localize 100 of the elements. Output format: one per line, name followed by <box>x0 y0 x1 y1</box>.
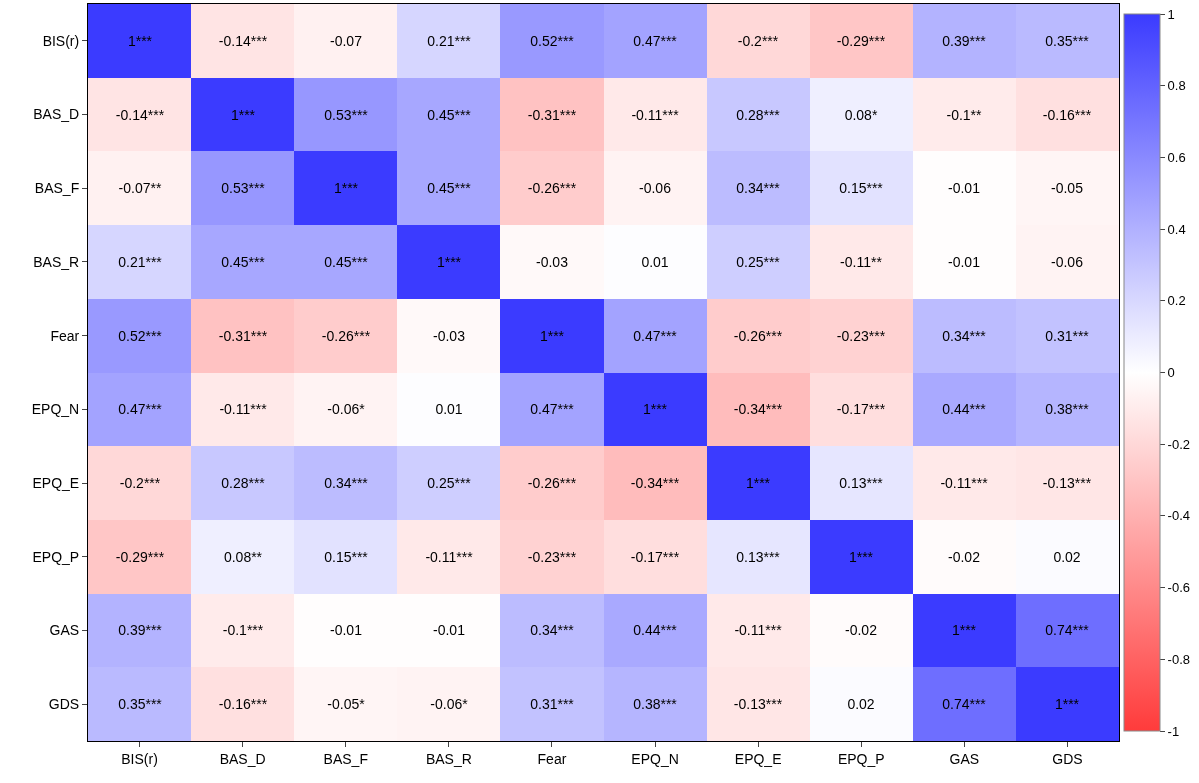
y-tick-label: GAS <box>49 622 80 639</box>
data-label: 0.47*** <box>530 400 575 417</box>
data-label: 0.15*** <box>839 179 884 196</box>
data-label: 0.34*** <box>530 621 575 638</box>
data-label: -0.16*** <box>1042 106 1092 123</box>
x-tick-label: BAS_R <box>425 750 472 767</box>
color-bar-label: -0.6 <box>1167 580 1191 596</box>
data-label: 1*** <box>1054 695 1080 712</box>
data-label: 0.39*** <box>942 32 987 49</box>
color-bar-label: 0.8 <box>1167 78 1186 94</box>
x-tick-label: BAS_D <box>219 750 266 767</box>
data-label: -0.29*** <box>836 32 886 49</box>
data-label: 0.28*** <box>221 474 266 491</box>
data-label: -0.11** <box>840 253 883 270</box>
data-label: -0.1*** <box>222 621 264 638</box>
data-label: -0.26*** <box>527 474 577 491</box>
data-label: 1*** <box>127 32 153 49</box>
color-bar-label: 0 <box>1167 365 1175 381</box>
color-bar-label: 0.6 <box>1167 149 1186 165</box>
data-label: 0.13*** <box>839 474 884 491</box>
data-label: -0.05 <box>1051 179 1084 196</box>
data-label: -0.07** <box>118 179 162 196</box>
data-label: -0.26*** <box>527 179 577 196</box>
data-label: -0.02 <box>948 548 981 565</box>
data-label: 0.01 <box>435 400 463 417</box>
data-label: -0.01 <box>330 621 363 638</box>
data-label: -0.2*** <box>119 474 161 491</box>
y-tick-label: BAS_D <box>33 106 80 123</box>
data-label: 0.53*** <box>324 106 369 123</box>
x-tick-label: GAS <box>949 750 980 767</box>
y-tick-label: GDS <box>48 696 80 713</box>
data-label: 0.38*** <box>633 695 678 712</box>
data-label: -0.17*** <box>630 548 680 565</box>
data-label: -0.02 <box>845 621 878 638</box>
color-bar-label: 0.2 <box>1167 293 1186 309</box>
data-label: -0.14*** <box>115 106 165 123</box>
data-label: -0.11*** <box>219 400 268 417</box>
data-label: 0.02 <box>1053 548 1081 565</box>
data-label: 0.45*** <box>324 253 369 270</box>
y-tick-label: EPQ_N <box>31 401 80 418</box>
data-label: -0.06* <box>327 400 366 417</box>
data-label: 0.34*** <box>736 179 781 196</box>
color-bar-label: -0.8 <box>1167 651 1191 667</box>
data-label: 0.52*** <box>118 327 163 344</box>
data-label: 0.08** <box>223 548 263 565</box>
data-label: -0.31*** <box>527 106 577 123</box>
data-label: -0.26*** <box>733 327 783 344</box>
data-label: -0.11*** <box>631 106 680 123</box>
color-bar-label: 1 <box>1167 6 1175 22</box>
data-label: -0.01 <box>433 621 466 638</box>
data-label: 1*** <box>951 621 977 638</box>
data-label: -0.06 <box>1051 253 1084 270</box>
data-label: 0.45*** <box>221 253 266 270</box>
data-label: -0.11*** <box>425 548 474 565</box>
data-label: 0.34*** <box>942 327 987 344</box>
data-label: -0.13*** <box>1042 474 1092 491</box>
data-label: 0.13*** <box>736 548 781 565</box>
data-label: -0.07 <box>330 32 363 49</box>
data-label: -0.14*** <box>218 32 268 49</box>
data-label: 0.53*** <box>221 179 266 196</box>
data-label: 0.31*** <box>1045 327 1090 344</box>
data-label: -0.13*** <box>733 695 783 712</box>
data-label: 0.02 <box>847 695 875 712</box>
data-label: -0.11*** <box>940 474 989 491</box>
data-label: 0.21*** <box>427 32 472 49</box>
data-label: 0.52*** <box>530 32 575 49</box>
x-tick-label: BIS(r) <box>121 750 158 767</box>
data-label: 0.74*** <box>942 695 987 712</box>
data-label: 0.08* <box>844 106 878 123</box>
x-tick-label: EPQ_N <box>631 750 679 767</box>
data-label: -0.11*** <box>734 621 783 638</box>
data-label: 0.44*** <box>942 400 987 417</box>
data-label: 1*** <box>333 179 359 196</box>
data-label: 0.21*** <box>118 253 163 270</box>
data-label: -0.06 <box>639 179 672 196</box>
data-label: 1*** <box>230 106 256 123</box>
data-label: 0.39*** <box>118 621 163 638</box>
data-label: -0.23*** <box>836 327 886 344</box>
data-label: 0.35*** <box>1045 32 1090 49</box>
data-label: -0.16*** <box>218 695 268 712</box>
data-label: 1*** <box>745 474 771 491</box>
data-label: -0.01 <box>948 253 981 270</box>
data-label: 0.45*** <box>427 106 472 123</box>
data-label: 0.45*** <box>427 179 472 196</box>
data-label: 1*** <box>436 253 462 270</box>
data-label: -0.23*** <box>527 548 577 565</box>
x-tick-label: GDS <box>1052 750 1083 767</box>
y-tick-label: BAS_F <box>34 180 80 197</box>
data-label: 0.47*** <box>633 327 678 344</box>
y-tick-label: EPQ_P <box>32 548 80 565</box>
data-label: -0.34*** <box>630 474 680 491</box>
data-label: 0.44*** <box>633 621 678 638</box>
data-label: 1*** <box>539 327 565 344</box>
y-tick-label: EPQ_E <box>32 474 80 491</box>
data-label: -0.06* <box>430 695 469 712</box>
data-label: -0.29*** <box>115 548 165 565</box>
data-label: 0.74*** <box>1045 621 1090 638</box>
data-label: -0.05* <box>327 695 366 712</box>
y-tick-label: Fear <box>50 327 80 344</box>
data-label: -0.1** <box>946 106 983 123</box>
